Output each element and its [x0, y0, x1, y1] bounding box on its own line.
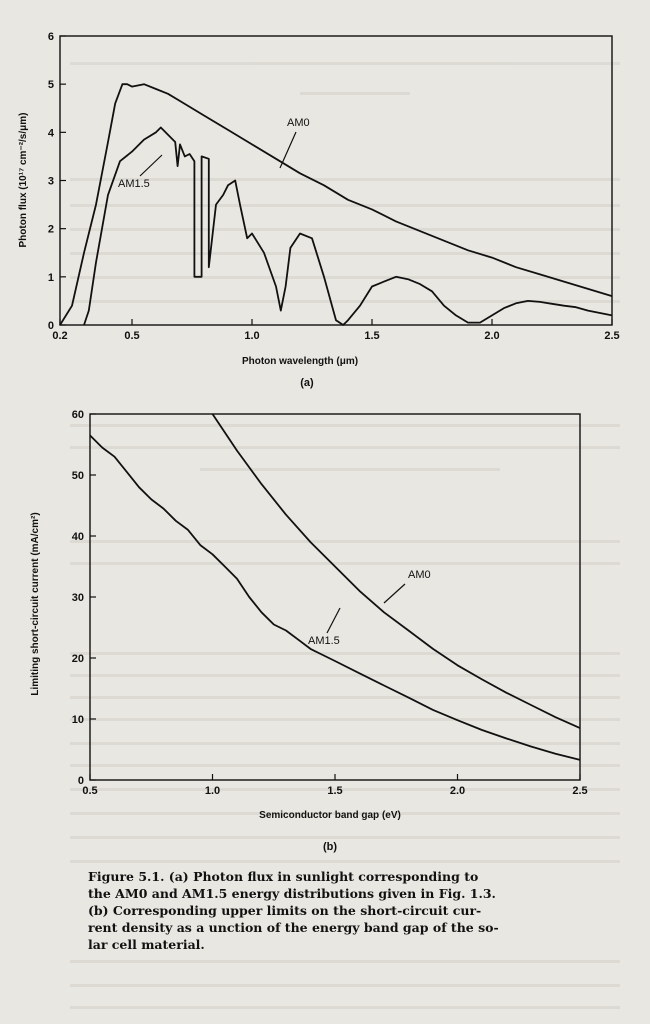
- chart-b-panel-label: (b): [323, 841, 337, 853]
- chart-a-x-tick-label: 0.5: [124, 330, 139, 342]
- chart-a-x-tick-label: 0.2: [52, 330, 67, 342]
- chart-b-y-tick-label: 50: [72, 470, 84, 482]
- chart-b-y-tick-label: 10: [72, 714, 84, 726]
- chart-b-axes: 0.5 1.0 1.5 2.0 2.5 0 10 20 30 40 50 60: [72, 409, 588, 797]
- chart-a-y-tick-label: 5: [48, 79, 54, 91]
- chart-b-am0-pointer: [383, 583, 406, 604]
- chart-a-y-tick-label: 4: [48, 127, 55, 139]
- caption-line: lar cell material.: [88, 937, 205, 952]
- chart-b-x-tick-label: 2.0: [450, 785, 465, 797]
- figure-caption: Figure 5.1. (a) Photon flux in sunlight …: [88, 868, 568, 953]
- chart-a-series: [59, 83, 613, 326]
- bleed-through-lines: [70, 62, 620, 1009]
- chart-b-y-axis-label: Limiting short-circuit current (mA/cm²): [30, 512, 41, 695]
- chart-b-series-am0-line: [211, 413, 581, 729]
- caption-line: the AM0 and AM1.5 energy distributions g…: [88, 886, 496, 901]
- caption-line: rent density as a unction of the energy …: [88, 920, 499, 935]
- chart-a-series-am15-line: [83, 126, 613, 326]
- chart-b-x-tick-label: 2.5: [572, 785, 587, 797]
- chart-a-annotation-am15: AM1.5: [118, 178, 150, 190]
- chart-b-y-tick-label: 40: [72, 531, 84, 543]
- chart-a-y-tick-label: 0: [48, 320, 54, 332]
- caption-line: (b) Corresponding upper limits on the sh…: [88, 903, 482, 918]
- chart-a-series-am0-line: [59, 83, 613, 326]
- chart-a-y-tick-label: 3: [48, 176, 54, 188]
- chart-a-x-tick-label: 1.0: [244, 330, 259, 342]
- chart-b-x-axis-label: Semiconductor band gap (eV): [259, 810, 401, 821]
- chart-a-y-tick-label: 2: [48, 224, 54, 236]
- chart-a-annotation-am0: AM0: [287, 117, 310, 129]
- chart-b-x-tick-label: 0.5: [82, 785, 97, 797]
- chart-b-annotation-am15: AM1.5: [308, 635, 340, 647]
- chart-a-x-tick-label: 2.0: [484, 330, 499, 342]
- chart-a-y-axis-label: Photon flux (10¹⁷ cm⁻²/s/μm): [18, 113, 29, 248]
- chart-a-x-axis-label: Photon wavelength (μm): [242, 356, 358, 367]
- chart-a-y-tick-label: 1: [48, 272, 54, 284]
- chart-b-series: [89, 413, 581, 761]
- chart-a-x-tick-label: 2.5: [604, 330, 619, 342]
- chart-b-y-tick-label: 0: [78, 775, 84, 787]
- caption-line: Figure 5.1. (a) Photon flux in sunlight …: [88, 869, 479, 884]
- chart-b-plot-frame: [89, 413, 581, 781]
- chart-b-x-tick-label: 1.0: [205, 785, 220, 797]
- chart-a-y-tick-label: 6: [48, 31, 54, 43]
- chart-b-x-tick-label: 1.5: [327, 785, 342, 797]
- chart-b-y-tick-label: 20: [72, 653, 84, 665]
- chart-b-am15-pointer: [326, 607, 341, 634]
- chart-b-y-tick-label: 60: [72, 409, 84, 421]
- chart-a-am0-pointer: [279, 131, 297, 169]
- chart-b-y-tick-label: 30: [72, 592, 84, 604]
- chart-b-annotation-am0: AM0: [408, 569, 431, 581]
- chart-b-series-am15-line: [89, 434, 581, 761]
- chart-a-x-tick-label: 1.5: [364, 330, 379, 342]
- chart-a-axes: 0.2 0.5 1.0 1.5 2.0 2.5 0 1 2 3 4 5 6: [48, 31, 620, 342]
- chart-a-panel-label: (a): [300, 377, 314, 389]
- chart-a-am15-pointer: [139, 154, 163, 177]
